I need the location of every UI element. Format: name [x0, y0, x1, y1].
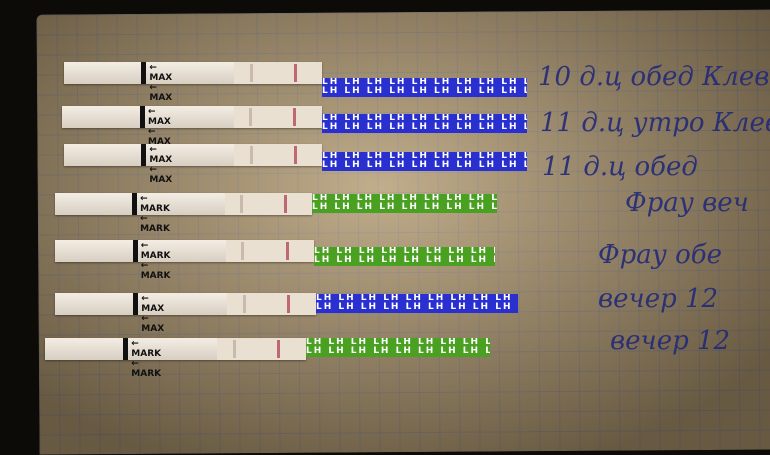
- handwritten-note: Фрау веч: [625, 188, 749, 218]
- test-line: [249, 108, 253, 126]
- control-line: [293, 64, 297, 82]
- control-line: [285, 242, 289, 260]
- marker-bar: [140, 106, 145, 128]
- test-line: [242, 295, 246, 313]
- result-window: [234, 144, 322, 166]
- test-line: [241, 242, 245, 260]
- max-line-label: ← MAX ← MAX: [148, 107, 171, 147]
- strip-handle: LH LH LH LH LH LH LH LH LH LH LH LH LH LH…: [322, 114, 527, 133]
- handwritten-note: 10 д.ц обед Клев: [538, 62, 770, 92]
- max-line-label: ← MAX ← MAX: [149, 63, 173, 103]
- control-line: [293, 108, 297, 126]
- result-window: [225, 240, 314, 262]
- control-line: [293, 146, 297, 164]
- max-line-label: ← MARK ← MARK: [140, 241, 171, 281]
- marker-bar: [132, 240, 138, 262]
- test-line: [232, 340, 236, 358]
- test-line: [240, 195, 244, 213]
- strip-handle: LH LH LH LH LH LH LH LH LH LH LH LH LH LH…: [322, 78, 527, 97]
- result-window: [227, 293, 316, 315]
- control-line: [287, 295, 291, 313]
- handwritten-note: Фрау обе: [598, 240, 722, 270]
- control-line: [283, 195, 287, 213]
- marker-bar: [132, 193, 138, 215]
- marker-bar: [133, 293, 139, 315]
- result-window: [224, 193, 312, 215]
- handwritten-note: 11 д.ц обед: [542, 152, 698, 182]
- marker-bar: [141, 144, 147, 166]
- max-line-label: ← MAX ← MAX: [141, 294, 165, 334]
- marker-bar: [141, 62, 147, 84]
- test-line: [249, 146, 253, 164]
- max-line-label: ← MARK ← MARK: [140, 194, 170, 234]
- handwritten-note: вечер 12: [598, 284, 719, 314]
- handwritten-note: 11 д.ц утро Клев: [540, 108, 770, 138]
- strip-handle: LH LH LH LH LH LH LH LH LH LH LH LH LH LH…: [312, 194, 497, 213]
- marker-bar: [123, 338, 129, 360]
- max-line-label: ← MARK ← MARK: [131, 339, 162, 379]
- max-line-label: ← MAX ← MAX: [149, 145, 173, 185]
- test-line: [249, 64, 253, 82]
- strip-handle: LH LH LH LH LH LH LH LH LH LH LH LH LH LH…: [306, 338, 490, 357]
- result-window: [234, 62, 322, 84]
- result-window: [217, 338, 306, 360]
- result-window: [233, 106, 322, 128]
- handwritten-note: вечер 12: [610, 326, 731, 356]
- control-line: [277, 340, 281, 358]
- strip-handle: LH LH LH LH LH LH LH LH LH LH LH LH LH LH…: [316, 294, 518, 313]
- strip-handle: LH LH LH LH LH LH LH LH LH LH LH LH LH LH…: [314, 247, 495, 266]
- strip-handle: LH LH LH LH LH LH LH LH LH LH LH LH LH LH…: [322, 152, 527, 171]
